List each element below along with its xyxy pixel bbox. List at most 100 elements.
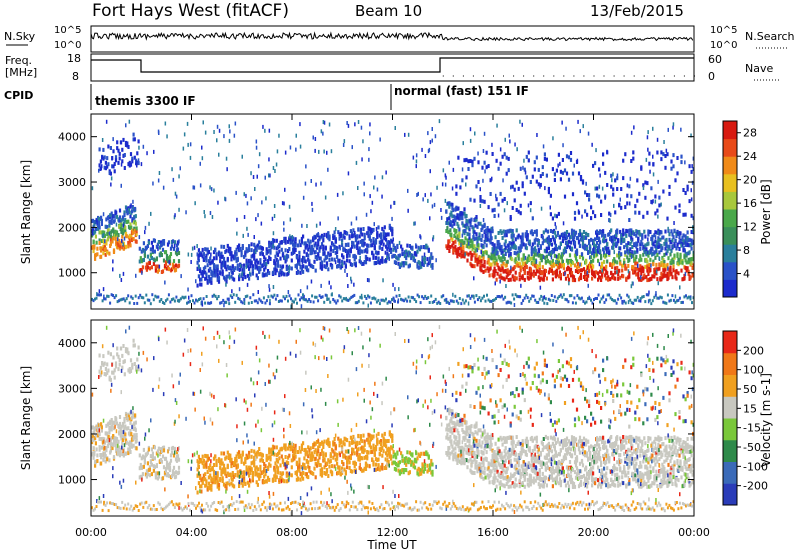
power-low-range-cell	[602, 295, 604, 299]
power-cell	[682, 212, 685, 217]
power-speckle	[173, 215, 176, 220]
power-cell	[554, 243, 557, 248]
power-low-range-cell	[282, 295, 285, 299]
power-cell	[489, 192, 492, 196]
velocity-cell	[221, 467, 224, 472]
velocity-cell	[206, 454, 209, 459]
power-cell	[293, 243, 296, 248]
power-low-range-cell	[570, 294, 573, 298]
power-speckle	[407, 132, 410, 137]
power-speckle	[196, 244, 198, 248]
power-low-range-cell	[537, 301, 540, 304]
power-cell	[108, 223, 111, 228]
power-speckle	[647, 237, 649, 242]
power-cell	[348, 234, 351, 239]
velocity-cell	[172, 471, 176, 476]
power-low-range-cell	[303, 298, 306, 302]
power-cell	[473, 244, 476, 249]
power-cell	[344, 264, 347, 269]
power-speckle	[198, 264, 200, 269]
power-cell	[598, 243, 601, 248]
power-low-range-cell	[151, 293, 154, 297]
power-cell	[632, 150, 635, 155]
power-cell	[491, 208, 494, 213]
power-cell	[366, 243, 369, 248]
power-cell	[215, 252, 218, 257]
power-cell	[531, 242, 534, 247]
velocity-cell	[255, 480, 258, 485]
velocity-cell	[200, 478, 203, 483]
power-speckle	[250, 196, 252, 201]
power-low-range-cell	[330, 293, 333, 297]
power-cell	[200, 277, 203, 282]
power-low-range-cell	[454, 294, 457, 298]
power-cell	[153, 249, 156, 254]
power-speckle	[302, 195, 305, 200]
velocity-cell	[138, 466, 141, 471]
power-cell	[674, 205, 677, 210]
velocity-cell	[253, 459, 256, 464]
power-cell	[614, 210, 617, 215]
power-speckle	[363, 181, 365, 186]
power-cell	[100, 222, 103, 226]
power-cell	[121, 227, 124, 232]
power-cell	[387, 253, 390, 258]
power-cell	[688, 250, 691, 255]
power-speckle	[178, 239, 180, 244]
power-cell	[624, 152, 627, 157]
power-cell	[364, 248, 368, 253]
velocity-cell	[259, 464, 262, 469]
power-speckle	[204, 214, 206, 219]
power-cell	[448, 216, 451, 221]
power-y-tick-label: 3000	[58, 176, 86, 189]
velocity-cell	[110, 427, 113, 432]
power-cell	[623, 261, 626, 266]
freq-panel: Freq. [MHz] 18 8 60 0 Nave	[5, 52, 780, 83]
power-cell	[125, 234, 128, 239]
velocity-cell	[254, 452, 257, 457]
power-cell	[374, 255, 378, 260]
power-cell	[357, 250, 360, 255]
power-cell	[275, 246, 278, 251]
power-cell	[146, 244, 149, 248]
velocity-cell	[226, 481, 229, 486]
power-cell	[658, 250, 661, 255]
velocity-cell	[172, 465, 176, 470]
velocity-cell	[118, 425, 121, 430]
power-cell	[288, 237, 291, 242]
power-cell	[220, 262, 223, 267]
power-cell	[333, 235, 336, 240]
power-cell	[646, 210, 649, 215]
power-cell	[670, 166, 673, 171]
power-low-range-cell	[659, 295, 662, 299]
power-cell	[535, 179, 538, 184]
power-cell	[241, 268, 244, 273]
power-cell	[561, 170, 564, 175]
power-cell	[570, 231, 574, 236]
power-cell	[641, 242, 644, 247]
power-low-range-cell	[377, 298, 380, 302]
velocity-cell	[100, 445, 103, 450]
power-cell	[349, 262, 352, 267]
power-low-range-cell	[395, 294, 398, 298]
power-cell	[358, 246, 361, 251]
power-cell	[624, 231, 627, 236]
power-cell	[172, 259, 176, 264]
power-low-range-cell	[582, 299, 585, 303]
power-cell	[393, 260, 396, 265]
power-cell	[244, 251, 247, 256]
power-cell	[210, 272, 213, 277]
power-low-range-cell	[406, 299, 409, 303]
power-cell	[332, 242, 335, 247]
power-cell	[421, 259, 424, 264]
velocity-cell	[246, 468, 249, 473]
power-speckle	[690, 188, 692, 193]
power-cell	[226, 256, 229, 261]
power-cell	[571, 192, 575, 197]
power-low-range-cell	[686, 296, 689, 300]
velocity-cell	[129, 429, 132, 433]
velocity-cell	[313, 457, 316, 462]
power-cell	[271, 238, 275, 243]
power-speckle	[444, 182, 447, 187]
velocity-cell	[110, 425, 113, 430]
